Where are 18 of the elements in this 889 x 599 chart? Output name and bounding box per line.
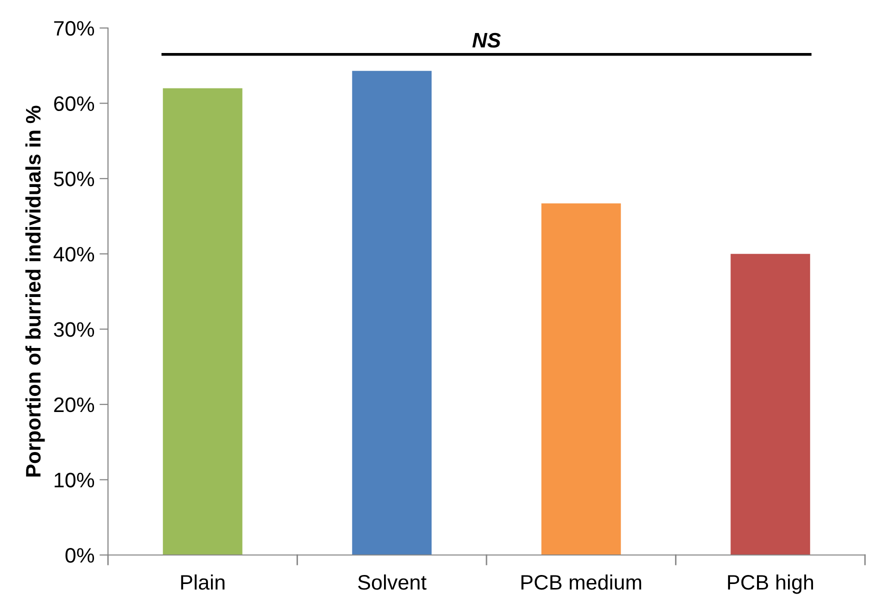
y-tick-label: 20%: [54, 397, 94, 412]
x-tick-label: Plain: [181, 574, 224, 590]
y-tick-label: 30%: [54, 322, 94, 337]
y-tick-label: 50%: [54, 172, 94, 186]
bar: [162, 88, 242, 555]
y-tick-label: 40%: [54, 246, 94, 262]
bar: [352, 70, 432, 555]
ref-line-label: NS: [472, 32, 501, 48]
bar: [541, 203, 621, 555]
y-axis-title: Porportion of burried individuals in %: [25, 106, 45, 476]
y-tick-label: 70%: [54, 21, 94, 36]
x-tick-label: PCB medium: [521, 574, 642, 590]
y-tick-label: 0%: [66, 548, 94, 563]
x-tick-label: PCB high: [728, 574, 814, 594]
bar: [730, 254, 810, 555]
x-tick-label: Solvent: [358, 574, 426, 590]
y-tick-label: 60%: [54, 96, 94, 112]
y-tick-label: 10%: [54, 472, 94, 488]
